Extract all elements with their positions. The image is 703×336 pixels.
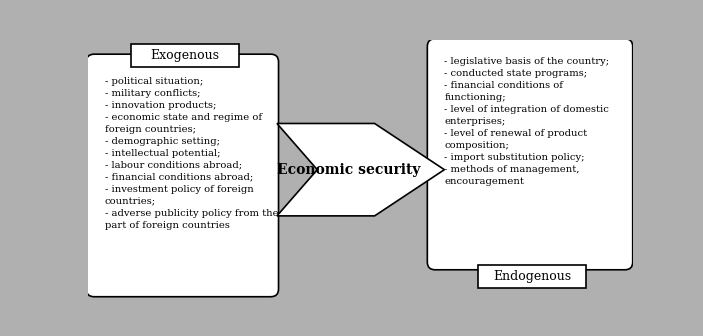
Text: Economic security: Economic security (277, 163, 421, 177)
Text: Exogenous: Exogenous (150, 49, 219, 62)
Text: - legislative basis of the country;
- conducted state programs;
- financial cond: - legislative basis of the country; - co… (444, 57, 610, 186)
FancyBboxPatch shape (131, 44, 239, 67)
FancyBboxPatch shape (479, 260, 586, 264)
Text: - political situation;
- military conflicts;
- innovation products;
- economic s: - political situation; - military confli… (105, 77, 278, 229)
FancyBboxPatch shape (478, 265, 586, 288)
FancyBboxPatch shape (86, 54, 278, 297)
Text: Endogenous: Endogenous (493, 270, 571, 283)
FancyBboxPatch shape (427, 39, 633, 270)
FancyBboxPatch shape (131, 61, 238, 66)
Polygon shape (277, 124, 444, 216)
